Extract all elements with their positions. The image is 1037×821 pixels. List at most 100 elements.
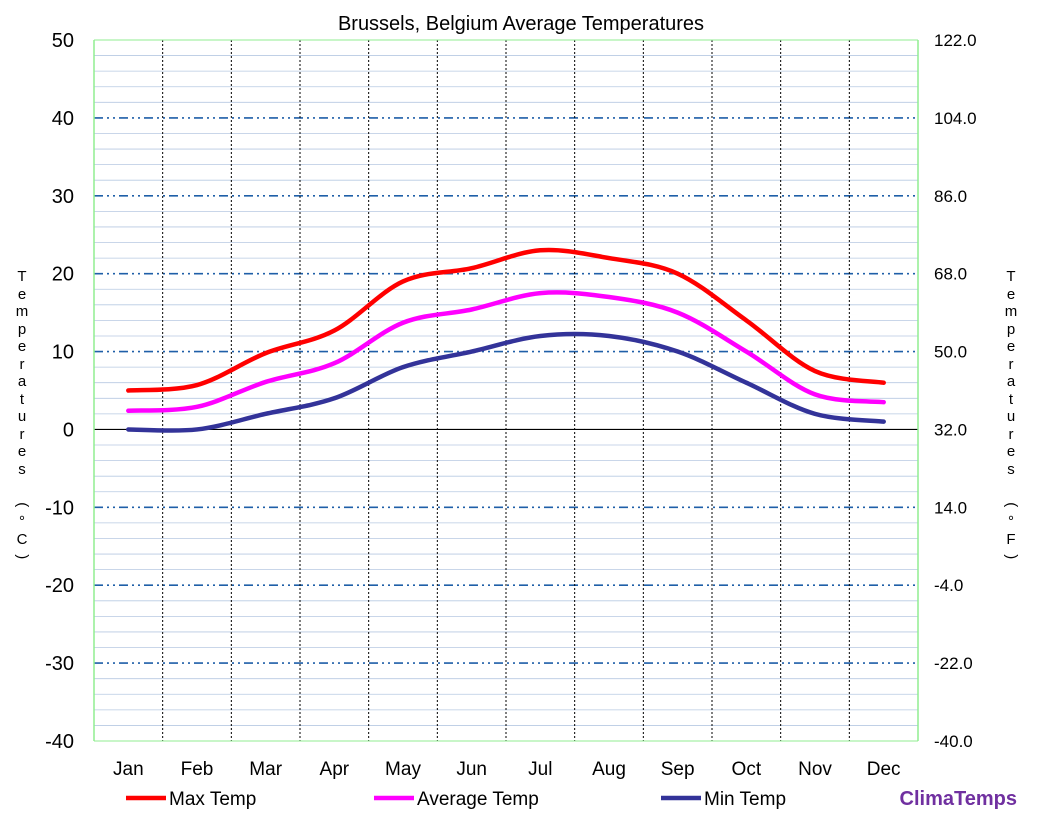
data-point-min-temp <box>744 380 749 385</box>
axis-title-char: a <box>17 373 27 390</box>
climatemps-logo: ClimaTemps <box>900 788 1017 810</box>
data-point-min-temp <box>881 419 886 424</box>
axis-title-char: ( <box>1002 501 1020 507</box>
y2-tick-label: 104.0 <box>934 109 977 128</box>
axis-title-char: e <box>17 443 27 460</box>
data-point-min-temp <box>126 427 131 432</box>
y-tick-label: 20 <box>52 264 74 286</box>
axis-title-char: e <box>1006 338 1016 355</box>
data-point-max-temp <box>813 369 817 374</box>
axis-title-char: T <box>1006 268 1016 285</box>
axis-title-char: a <box>1006 373 1016 390</box>
data-point-min-temp <box>263 411 268 416</box>
legend-label-max-temp: Max Temp <box>169 789 256 810</box>
data-point-min-temp <box>813 411 817 416</box>
y2-tick-label: -22.0 <box>934 654 973 673</box>
y2-tick-label: 68.0 <box>934 265 967 284</box>
y-tick-label: 10 <box>52 342 74 364</box>
axis-title-char: e <box>17 338 27 355</box>
data-point-min-temp <box>401 365 405 370</box>
data-point-average-temp <box>469 307 474 312</box>
data-point-average-temp <box>538 291 543 296</box>
axis-title-char: s <box>1007 460 1015 478</box>
y-tick-label: -30 <box>45 653 74 675</box>
data-point-max-temp <box>126 388 131 393</box>
data-point-max-temp <box>538 248 543 253</box>
axis-title-char <box>12 478 32 496</box>
y2-tick-label: 50.0 <box>934 343 967 362</box>
plot-grid <box>93 39 919 742</box>
chart-title: Brussels, Belgium Average Temperatures <box>338 13 704 35</box>
data-point-min-temp <box>538 333 543 338</box>
axis-title-char: F <box>1006 530 1016 548</box>
y-tick-label: 50 <box>52 30 74 52</box>
data-point-min-temp <box>332 396 337 401</box>
legend-label-average-temp: Average Temp <box>417 789 539 810</box>
y-tick-label: 30 <box>52 186 74 208</box>
data-point-min-temp <box>469 349 474 354</box>
data-point-max-temp <box>401 279 405 284</box>
y2-tick-label: 14.0 <box>934 498 967 517</box>
y-tick-label: 40 <box>52 108 74 130</box>
data-point-min-temp <box>675 349 680 354</box>
y2-tick-label: 32.0 <box>934 420 967 439</box>
axis-title-char: ( <box>13 501 31 507</box>
axis-title-char: u <box>1006 408 1016 425</box>
y2-tick-label: -40.0 <box>934 732 973 751</box>
data-point-max-temp <box>332 328 337 333</box>
x-tick-label: Sep <box>661 759 695 780</box>
y-tick-label: -20 <box>45 575 74 597</box>
data-point-average-temp <box>675 310 680 315</box>
data-point-average-temp <box>195 404 199 409</box>
data-point-average-temp <box>881 400 886 405</box>
x-tick-label: Apr <box>320 759 350 780</box>
y2-tick-label: -4.0 <box>934 576 963 595</box>
series-line-max-temp <box>126 247 886 393</box>
axis-title-char: e <box>1006 285 1016 303</box>
axis-title-char: u <box>17 408 27 425</box>
axis-title-char: r <box>19 355 25 373</box>
data-point-average-temp <box>126 408 131 413</box>
x-tick-label: Nov <box>798 759 832 780</box>
data-point-max-temp <box>881 380 886 385</box>
axis-title-char: C <box>16 530 28 548</box>
axis-title-char: r <box>1008 355 1014 373</box>
x-tick-label: Mar <box>249 759 282 780</box>
data-point-average-temp <box>607 295 611 300</box>
axis-title-char: p <box>17 320 27 338</box>
axis-title-char <box>1001 478 1021 496</box>
series-line-average-temp <box>126 290 886 414</box>
axis-title-char: ) <box>13 554 31 560</box>
data-point-average-temp <box>332 361 337 366</box>
axis-title-char: e <box>1006 443 1016 460</box>
axis-title-char: t <box>19 390 25 408</box>
axis-title-char: t <box>1008 390 1014 408</box>
x-tick-label: Jan <box>113 759 144 780</box>
axis-title-char: ° <box>19 513 25 530</box>
data-point-min-temp <box>195 427 199 432</box>
data-point-min-temp <box>607 333 611 338</box>
x-tick-label: Jun <box>456 759 487 780</box>
axis-title-char: T <box>17 268 27 285</box>
data-point-average-temp <box>401 320 405 325</box>
x-tick-label: Aug <box>592 759 626 780</box>
axis-title-char: m <box>15 303 29 320</box>
legend: Max Temp Average Temp Min Temp <box>126 789 786 810</box>
data-point-average-temp <box>813 392 817 397</box>
data-point-max-temp <box>469 266 474 271</box>
data-point-max-temp <box>744 318 749 323</box>
x-tick-label: Oct <box>732 759 762 780</box>
data-point-max-temp <box>195 383 199 388</box>
legend-label-min-temp: Min Temp <box>704 789 786 810</box>
series-layer <box>126 247 886 433</box>
axis-title-char: s <box>18 460 26 478</box>
axis-labels: 50 40 30 20 10 0 -10 -20 -30 -40 122.0 104.0 86.0 68.… <box>45 30 976 780</box>
series-line-min-temp <box>126 331 886 433</box>
y-tick-label: -10 <box>45 497 74 519</box>
data-point-max-temp <box>607 256 611 261</box>
data-point-average-temp <box>263 379 268 384</box>
data-point-max-temp <box>675 271 680 276</box>
